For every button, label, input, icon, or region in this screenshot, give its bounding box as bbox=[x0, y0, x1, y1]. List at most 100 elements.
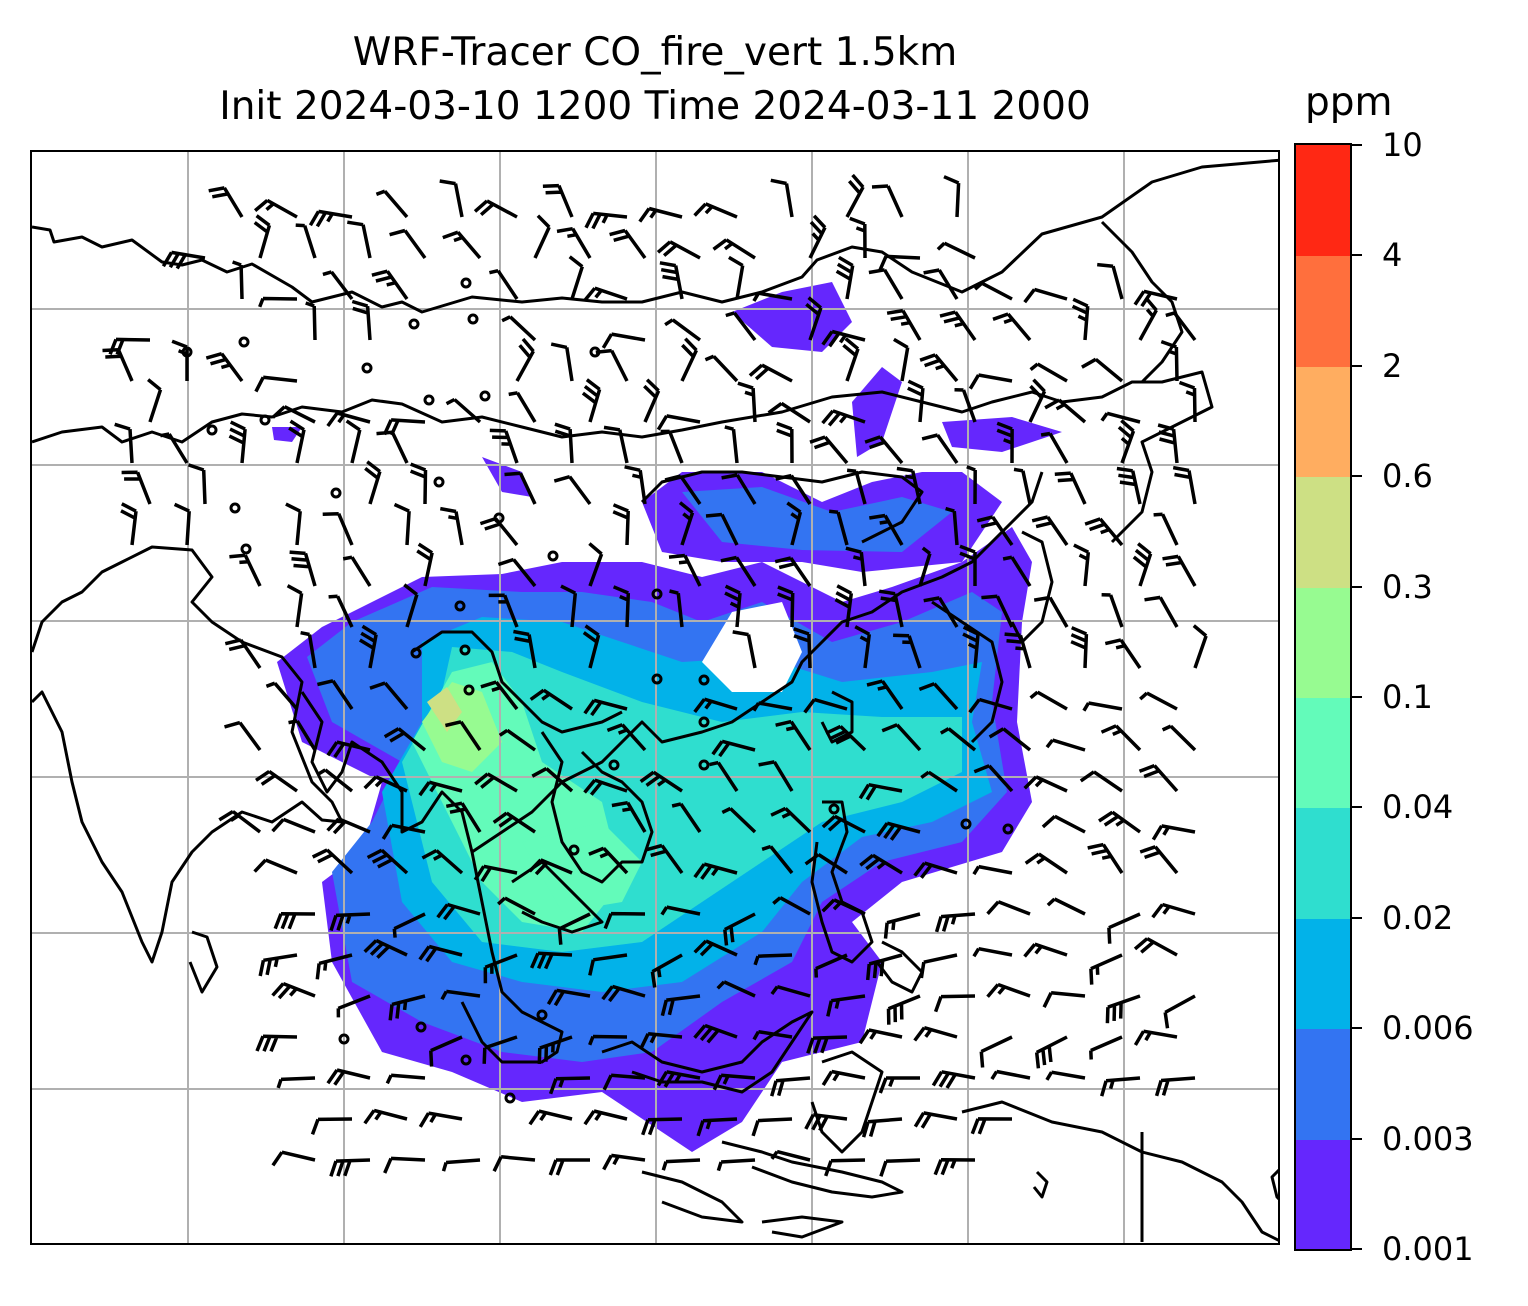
wind-barb bbox=[913, 861, 958, 879]
wind-barb bbox=[440, 989, 481, 1001]
wind-barb bbox=[1045, 1070, 1086, 1081]
wind-barb bbox=[1154, 1076, 1196, 1097]
wind-barb bbox=[1133, 289, 1178, 308]
calm-wind-marker bbox=[608, 759, 620, 771]
wind-barb bbox=[1101, 593, 1124, 628]
colorbar-tick bbox=[1352, 254, 1362, 257]
wind-barb bbox=[936, 241, 976, 260]
wind-barb bbox=[421, 848, 464, 875]
wind-barb bbox=[693, 862, 738, 880]
wind-barb bbox=[1024, 852, 1068, 875]
coastline bbox=[32, 158, 1278, 314]
wind-barb bbox=[444, 720, 482, 751]
colorbar-units: ppm bbox=[1305, 80, 1393, 125]
wind-barb bbox=[288, 419, 306, 464]
wind-barb bbox=[638, 206, 683, 223]
wind-barb bbox=[933, 994, 976, 1013]
wind-barb bbox=[224, 638, 262, 669]
wind-barb bbox=[439, 179, 464, 218]
wind-barb bbox=[669, 589, 684, 628]
wind-barb bbox=[643, 378, 661, 423]
wind-barb bbox=[770, 985, 811, 998]
wind-barb bbox=[473, 199, 518, 219]
wind-barb bbox=[1031, 515, 1069, 546]
colorbar-tick-label: 0.02 bbox=[1382, 898, 1454, 937]
colorbar-tick bbox=[1352, 696, 1362, 698]
calm-wind-marker bbox=[547, 550, 559, 562]
wind-barb bbox=[1028, 378, 1047, 423]
wind-barb bbox=[705, 512, 739, 546]
wind-barb bbox=[716, 1158, 756, 1172]
wind-barb bbox=[146, 378, 163, 423]
coastline bbox=[1032, 1170, 1049, 1199]
wind-barb bbox=[1073, 543, 1091, 587]
wind-barb bbox=[498, 728, 537, 752]
co-plume-layer bbox=[272, 282, 1062, 1152]
wind-barb bbox=[265, 681, 299, 711]
wind-barb bbox=[1163, 994, 1196, 1029]
wind-barb bbox=[326, 411, 371, 428]
wind-barb bbox=[546, 988, 591, 1007]
wind-barb bbox=[556, 226, 592, 259]
wind-barb bbox=[1132, 542, 1153, 587]
coastline bbox=[188, 930, 219, 994]
wind-barb bbox=[383, 727, 427, 752]
wind-barb bbox=[531, 767, 574, 793]
wind-barb bbox=[1046, 897, 1086, 916]
wind-barb bbox=[693, 939, 738, 957]
wind-barb bbox=[439, 506, 464, 546]
wind-barb bbox=[809, 435, 849, 465]
wind-barb bbox=[986, 900, 1031, 916]
wind-barb bbox=[271, 981, 316, 1000]
wind-barb bbox=[1070, 626, 1089, 669]
wind-barb bbox=[363, 938, 408, 959]
colorbar-segment bbox=[1296, 917, 1350, 1030]
calm-wind-marker bbox=[467, 313, 479, 325]
wind-barb bbox=[550, 342, 574, 382]
wind-barb bbox=[656, 240, 701, 260]
wind-barb bbox=[959, 544, 977, 586]
wind-barb bbox=[968, 697, 1013, 714]
wind-barb bbox=[748, 363, 793, 383]
colorbar-segment bbox=[1296, 255, 1350, 367]
wind-barb bbox=[826, 994, 866, 1017]
wind-barb bbox=[255, 1034, 298, 1052]
wind-barb bbox=[515, 337, 535, 382]
wind-barb bbox=[416, 542, 434, 587]
colorbar-tick-label: 4 bbox=[1382, 236, 1403, 275]
calm-wind-marker bbox=[361, 362, 373, 374]
colorbar-segment bbox=[1296, 365, 1350, 478]
wind-barb bbox=[483, 953, 518, 984]
coastline bbox=[1100, 220, 1184, 384]
wind-barb bbox=[102, 348, 134, 382]
wind-barb bbox=[878, 1076, 920, 1094]
calm-wind-marker bbox=[460, 277, 472, 289]
co-plume-contour bbox=[852, 367, 902, 457]
wind-barb bbox=[583, 286, 628, 302]
wind-barb bbox=[772, 896, 811, 916]
wind-barb bbox=[923, 596, 959, 628]
wind-barb bbox=[724, 584, 742, 628]
wind-barb bbox=[659, 261, 684, 300]
wind-barb bbox=[583, 698, 628, 717]
wind-barb bbox=[1084, 517, 1124, 547]
wind-barb bbox=[601, 332, 646, 349]
wind-barb bbox=[804, 853, 848, 875]
wind-barb bbox=[322, 511, 354, 546]
wind-barb bbox=[972, 864, 1013, 876]
wind-barb bbox=[973, 764, 1014, 793]
wind-barb bbox=[326, 817, 371, 835]
wind-barb bbox=[918, 546, 932, 587]
wind-barb bbox=[489, 268, 519, 300]
wind-barb bbox=[896, 466, 922, 505]
wind-barb bbox=[1004, 632, 1032, 669]
wind-barb bbox=[492, 811, 536, 834]
wind-barb bbox=[187, 463, 207, 505]
wind-barb bbox=[968, 373, 1013, 390]
wind-barb bbox=[886, 308, 922, 341]
wind-barb bbox=[939, 727, 977, 752]
colorbar-tick-label: 2 bbox=[1382, 346, 1403, 385]
wind-barb bbox=[1138, 296, 1158, 341]
wind-barb bbox=[879, 1158, 921, 1177]
calm-wind-marker bbox=[408, 318, 420, 330]
